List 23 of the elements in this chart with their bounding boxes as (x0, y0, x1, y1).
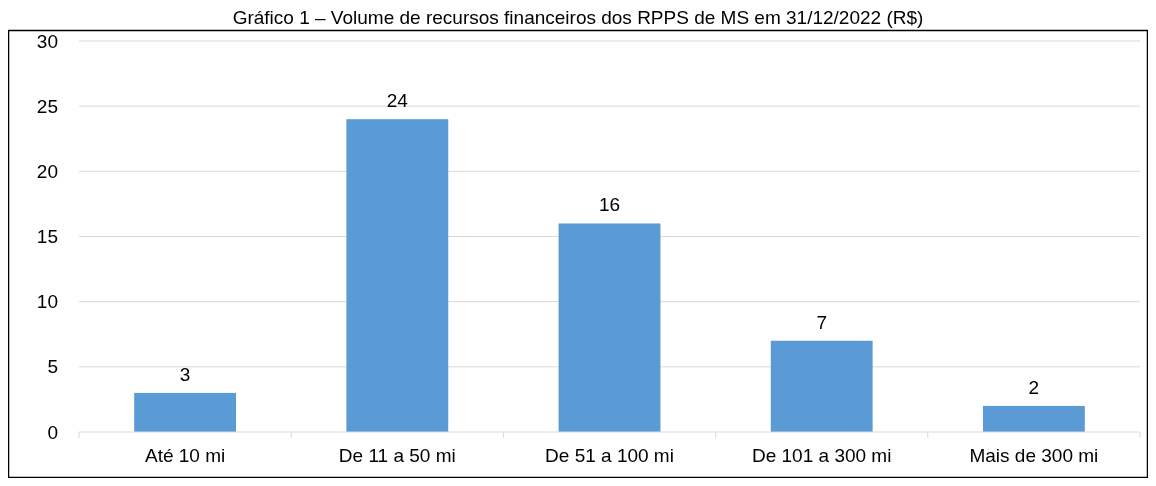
y-tick-label: 0 (47, 421, 58, 443)
bar (134, 392, 237, 432)
bar (770, 340, 873, 432)
x-tick-label: Até 10 mi (144, 445, 226, 466)
y-tick-label: 20 (36, 160, 58, 182)
x-tick-label: De 11 a 50 mi (338, 445, 456, 466)
data-label: 7 (816, 311, 827, 333)
y-tick-label: 15 (36, 226, 58, 248)
x-tick-label: Mais de 300 mi (969, 445, 1099, 466)
y-tick-label: 5 (47, 356, 58, 378)
bar (346, 119, 449, 432)
data-label: 2 (1028, 376, 1040, 398)
x-tick-label: De 51 a 100 mi (545, 445, 674, 466)
data-label: 24 (386, 90, 409, 112)
y-tick-label: 25 (36, 95, 58, 117)
y-tick-label: 10 (36, 291, 58, 313)
chart-title: Gráfico 1 – Volume de recursos financeiros dos RPPS de MS em 31/12/2022 (R$) (232, 7, 924, 28)
bar (982, 405, 1085, 432)
bar (558, 223, 661, 432)
x-tick-label: De 101 a 300 mi (751, 445, 892, 466)
data-label: 16 (598, 194, 621, 216)
data-label: 3 (179, 363, 191, 385)
y-tick-label: 30 (36, 30, 58, 52)
